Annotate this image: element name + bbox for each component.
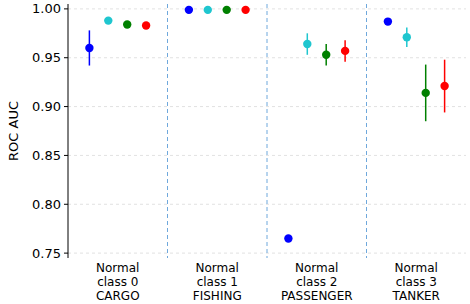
point [185, 6, 193, 14]
point [223, 6, 231, 14]
x-tick-label-line: class 3 [396, 275, 437, 289]
group-separator [366, 4, 367, 258]
grid-line [68, 155, 466, 156]
chart: 0.750.800.850.900.951.00ROC AUCNormalcla… [0, 0, 470, 304]
x-tick-label-line: Normal [196, 261, 239, 275]
y-tick [64, 106, 68, 107]
y-tick [64, 204, 68, 205]
y-tick [64, 57, 68, 58]
x-tick-label-line: PASSENGER [281, 289, 353, 303]
y-axis [68, 4, 69, 258]
x-tick-label: Normalclass 2PASSENGER [281, 261, 353, 303]
y-tick-label: 0.85 [32, 148, 61, 163]
y-tick-label: 0.90 [32, 99, 61, 114]
x-tick-label-line: class 0 [97, 275, 138, 289]
group-separator [167, 4, 168, 258]
point [422, 89, 430, 97]
point [403, 33, 411, 41]
y-axis-label: ROC AUC [6, 101, 21, 161]
point [123, 20, 131, 28]
x-tick-label: Normalclass 1FISHING [193, 261, 242, 303]
grid-line [68, 8, 466, 9]
y-tick-label: 0.95 [32, 50, 61, 65]
x-tick-label-line: Normal [96, 261, 139, 275]
y-tick-label: 0.80 [32, 197, 61, 212]
grid-line [68, 57, 466, 58]
point [241, 6, 249, 14]
y-tick-label: 0.75 [32, 246, 61, 261]
point [440, 82, 448, 90]
x-tick-label-line: Normal [395, 261, 438, 275]
point [303, 40, 311, 48]
x-tick-label: Normalclass 3TANKER [392, 261, 440, 303]
point [85, 44, 93, 52]
point [104, 16, 112, 24]
point [204, 6, 212, 14]
x-tick-label: Normalclass 0CARGO [96, 261, 140, 303]
x-tick-label-line: class 1 [197, 275, 238, 289]
plot-area [85, 6, 449, 243]
y-tick [64, 155, 68, 156]
point [384, 17, 392, 25]
x-tick-label-line: Normal [295, 261, 338, 275]
group-separator [267, 4, 268, 258]
x-tick-label-line: TANKER [392, 289, 440, 303]
x-tick-label-line: class 2 [296, 275, 337, 289]
x-tick-label-line: FISHING [193, 289, 242, 303]
y-tick-label: 1.00 [32, 1, 61, 16]
point [322, 51, 330, 59]
point [341, 47, 349, 55]
point [284, 234, 292, 242]
point [142, 21, 150, 29]
y-tick [64, 253, 68, 254]
y-tick [64, 8, 68, 9]
grid-line [68, 106, 466, 107]
x-tick-label-line: CARGO [96, 289, 140, 303]
